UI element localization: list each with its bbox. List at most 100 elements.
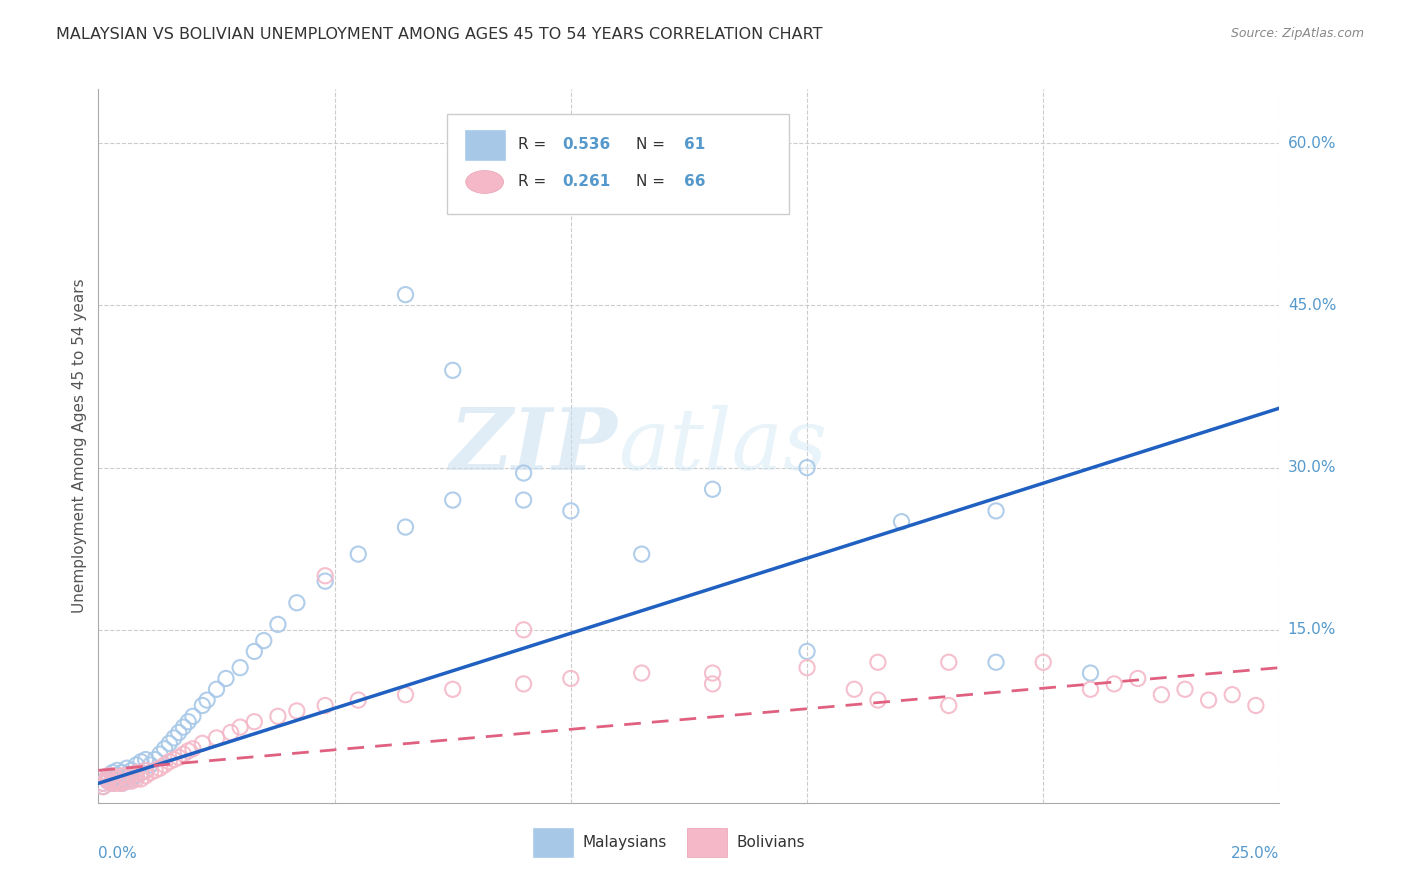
Point [844, 682, 866, 697]
Point [512, 623, 534, 637]
Point [243, 644, 266, 658]
Point [219, 725, 242, 739]
Point [1080, 666, 1102, 681]
Point [285, 596, 308, 610]
Text: 15.0%: 15.0% [1288, 623, 1336, 637]
Text: MALAYSIAN VS BOLIVIAN UNEMPLOYMENT AMONG AGES 45 TO 54 YEARS CORRELATION CHART: MALAYSIAN VS BOLIVIAN UNEMPLOYMENT AMONG… [56, 27, 823, 42]
Point [105, 774, 128, 789]
Point [115, 769, 138, 783]
Point [205, 682, 228, 697]
Y-axis label: Unemployment Among Ages 45 to 54 years: Unemployment Among Ages 45 to 54 years [72, 278, 87, 614]
Point [441, 363, 464, 377]
Point [121, 772, 143, 786]
Point [267, 617, 290, 632]
Point [347, 547, 370, 561]
Point [125, 769, 148, 783]
Point [115, 769, 138, 783]
Point [394, 287, 416, 301]
Point [97, 769, 120, 783]
Point [115, 774, 138, 789]
Point [630, 666, 652, 681]
Point [125, 765, 148, 780]
Point [157, 755, 180, 769]
Point [702, 677, 724, 691]
Point [243, 714, 266, 729]
Point [143, 753, 166, 767]
Point [702, 666, 724, 681]
Point [115, 774, 138, 789]
Point [890, 515, 912, 529]
Text: R =: R = [517, 175, 551, 189]
Point [135, 764, 157, 778]
Point [97, 769, 120, 783]
Point [91, 776, 114, 790]
Point [105, 776, 128, 790]
Point [1080, 682, 1102, 697]
FancyBboxPatch shape [686, 829, 727, 857]
Point [314, 568, 336, 582]
Point [866, 693, 889, 707]
Point [630, 547, 652, 561]
Point [172, 747, 194, 761]
Point [105, 772, 128, 786]
Point [121, 769, 143, 783]
Point [702, 482, 724, 496]
Text: 45.0%: 45.0% [1288, 298, 1336, 313]
Point [91, 780, 114, 794]
Point [560, 672, 582, 686]
Point [111, 774, 134, 789]
Point [172, 720, 194, 734]
Text: 61: 61 [685, 137, 706, 153]
Point [167, 725, 190, 739]
Point [394, 688, 416, 702]
Point [101, 769, 124, 783]
Point [163, 753, 186, 767]
Point [560, 504, 582, 518]
Point [105, 764, 128, 778]
Point [1126, 672, 1149, 686]
Text: N =: N = [636, 137, 669, 153]
Text: R =: R = [517, 137, 551, 153]
Point [167, 750, 190, 764]
Point [121, 764, 143, 778]
Point [285, 704, 308, 718]
Point [796, 644, 818, 658]
Point [1198, 693, 1220, 707]
Text: 60.0%: 60.0% [1288, 136, 1336, 151]
Point [229, 720, 252, 734]
Point [1244, 698, 1267, 713]
Text: ZIP: ZIP [450, 404, 619, 488]
Point [191, 698, 214, 713]
Point [129, 755, 152, 769]
Point [97, 774, 120, 789]
Point [111, 769, 134, 783]
Point [181, 741, 204, 756]
Point [101, 772, 124, 786]
Text: 66: 66 [685, 175, 706, 189]
Point [512, 466, 534, 480]
Point [394, 520, 416, 534]
Point [441, 493, 464, 508]
Point [135, 753, 157, 767]
Text: 25.0%: 25.0% [1232, 846, 1279, 861]
Point [143, 764, 166, 778]
Point [101, 765, 124, 780]
Point [153, 741, 176, 756]
Point [97, 772, 120, 786]
Text: Source: ZipAtlas.com: Source: ZipAtlas.com [1230, 27, 1364, 40]
Point [97, 772, 120, 786]
Point [181, 709, 204, 723]
Point [135, 769, 157, 783]
FancyBboxPatch shape [464, 130, 505, 160]
Circle shape [465, 170, 503, 194]
Point [512, 493, 534, 508]
Point [101, 776, 124, 790]
Text: 0.0%: 0.0% [98, 846, 138, 861]
Text: atlas: atlas [619, 405, 827, 487]
Point [91, 780, 114, 794]
Point [111, 776, 134, 790]
Point [115, 761, 138, 775]
Text: Bolivians: Bolivians [737, 835, 804, 850]
Point [177, 714, 200, 729]
Point [125, 758, 148, 772]
